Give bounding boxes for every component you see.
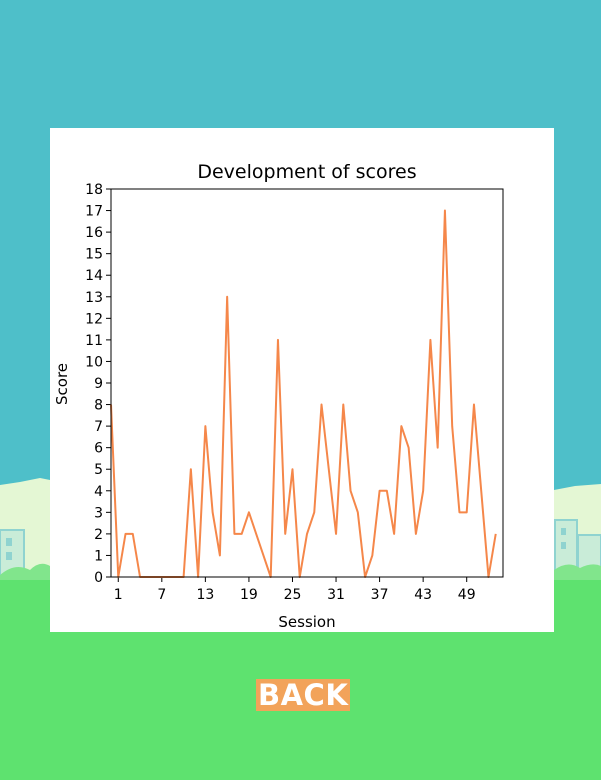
score-series-line <box>110 209 497 578</box>
x-tick-label: 49 <box>458 587 476 603</box>
y-tick-label: 1 <box>94 548 103 564</box>
y-tick-label: 2 <box>94 527 103 543</box>
y-tick-label: 15 <box>85 247 103 263</box>
plot-frame <box>110 188 504 578</box>
x-tick-label: 25 <box>284 587 302 603</box>
x-tick-label: 31 <box>327 587 345 603</box>
y-tick-label: 4 <box>94 484 103 500</box>
y-tick-label: 14 <box>85 268 103 284</box>
y-tick-label: 5 <box>94 462 103 478</box>
y-tick-label: 8 <box>94 398 103 414</box>
y-tick-label: 6 <box>94 441 103 457</box>
y-tick-label: 13 <box>85 290 103 306</box>
y-tick-label: 12 <box>85 311 103 327</box>
y-tick-label: 18 <box>85 182 103 198</box>
y-tick-label: 9 <box>94 376 103 392</box>
x-tick-label: 19 <box>240 587 258 603</box>
x-tick-label: 37 <box>371 587 389 603</box>
y-tick-label: 7 <box>94 419 103 435</box>
chart-title: Development of scores <box>197 161 416 183</box>
x-tick-label: 43 <box>414 587 432 603</box>
x-tick-label: 1 <box>114 587 123 603</box>
y-tick-label: 10 <box>85 354 103 370</box>
y-tick-label: 0 <box>94 570 103 586</box>
y-tick-label: 16 <box>85 225 103 241</box>
y-tick-label: 3 <box>94 505 103 521</box>
x-tick-label: 7 <box>157 587 166 603</box>
x-axis-label: Session <box>278 613 335 631</box>
y-tick-label: 11 <box>85 333 103 349</box>
score-line-chart: Development of scores Session Score 0123… <box>53 161 504 631</box>
y-axis-label: Score <box>53 363 71 405</box>
series-layer <box>110 209 497 578</box>
x-tick-label: 13 <box>196 587 214 603</box>
back-button[interactable]: BACK <box>256 678 351 712</box>
y-tick-label: 17 <box>85 204 103 220</box>
